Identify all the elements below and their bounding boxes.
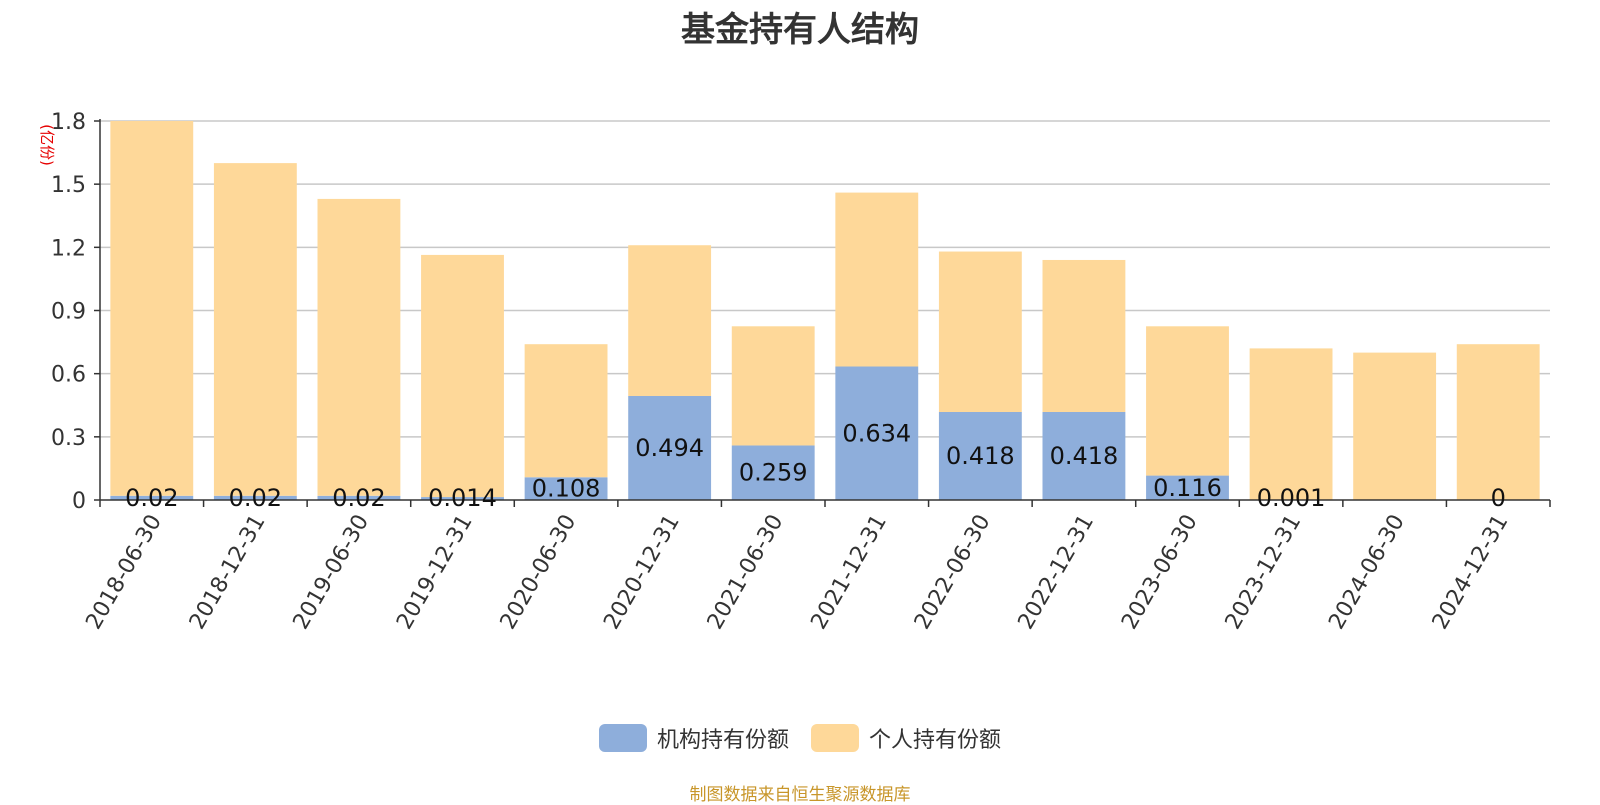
data-label-institutional: 0.02	[332, 484, 385, 512]
bar-individual	[835, 193, 918, 367]
data-label-institutional: 0.418	[946, 442, 1015, 470]
data-label-institutional: 0.494	[635, 434, 704, 462]
bar-individual	[732, 326, 815, 445]
x-tick-label: 2022-12-31	[1014, 511, 1100, 634]
x-tick-label: 2021-12-31	[806, 511, 892, 634]
legend-label-individual: 个人持有份额	[869, 722, 1001, 754]
bar-individual	[628, 245, 711, 396]
legend-swatch-institutional	[599, 724, 647, 752]
legend-item-individual[interactable]: 个人持有份额	[811, 722, 1001, 754]
data-label-institutional: 0.116	[1153, 474, 1222, 502]
bar-individual	[1146, 326, 1229, 475]
bar-individual	[1353, 353, 1436, 500]
legend-swatch-individual	[811, 724, 859, 752]
y-tick-label: 1.2	[51, 236, 86, 261]
data-label-institutional: 0.014	[428, 484, 497, 512]
data-label-institutional: 0.108	[532, 475, 601, 503]
bar-individual	[421, 255, 504, 497]
data-label-institutional: 0.02	[125, 484, 178, 512]
y-tick-label: 0	[72, 489, 86, 514]
y-axis-unit-label: (亿份)	[38, 124, 56, 166]
data-label-institutional: 0.02	[229, 484, 282, 512]
bar-individual	[939, 252, 1022, 412]
legend-label-institutional: 机构持有份额	[657, 722, 789, 754]
y-tick-label: 1.5	[51, 173, 86, 198]
source-note: 制图数据来自恒生聚源数据库	[0, 780, 1600, 805]
x-tick-label: 2024-12-31	[1428, 511, 1514, 634]
x-tick-label: 2021-06-30	[703, 511, 789, 634]
x-tick-label: 2020-06-30	[496, 511, 582, 634]
bar-individual	[1457, 344, 1540, 500]
data-label-institutional: 0	[1491, 484, 1506, 512]
data-label-institutional: 0.634	[842, 419, 911, 447]
x-tick-label: 2019-12-31	[392, 511, 478, 634]
bar-individual	[525, 344, 608, 477]
x-tick-label: 2023-12-31	[1221, 511, 1307, 634]
data-label-institutional: 0.418	[1050, 442, 1119, 470]
legend: 机构持有份额 个人持有份额	[0, 722, 1600, 754]
data-label-institutional: 0.001	[1257, 484, 1326, 512]
y-tick-label: 0.3	[51, 426, 86, 451]
bar-individual	[110, 121, 193, 496]
x-tick-label: 2020-12-31	[599, 511, 685, 634]
bar-individual	[318, 199, 401, 496]
x-tick-label: 2022-06-30	[910, 511, 996, 634]
y-tick-label: 0.9	[51, 300, 86, 325]
bar-individual	[214, 163, 297, 496]
data-label-institutional: 0.259	[739, 459, 808, 487]
x-tick-label: 2018-12-31	[185, 511, 271, 634]
bar-individual	[1250, 348, 1333, 499]
y-tick-label: 0.6	[51, 363, 86, 388]
x-tick-label: 2018-06-30	[81, 511, 167, 634]
x-tick-label: 2023-06-30	[1117, 511, 1203, 634]
legend-item-institutional[interactable]: 机构持有份额	[599, 722, 789, 754]
x-tick-label: 2019-06-30	[289, 511, 375, 634]
x-tick-label: 2024-06-30	[1324, 511, 1410, 634]
bar-individual	[1043, 260, 1126, 412]
